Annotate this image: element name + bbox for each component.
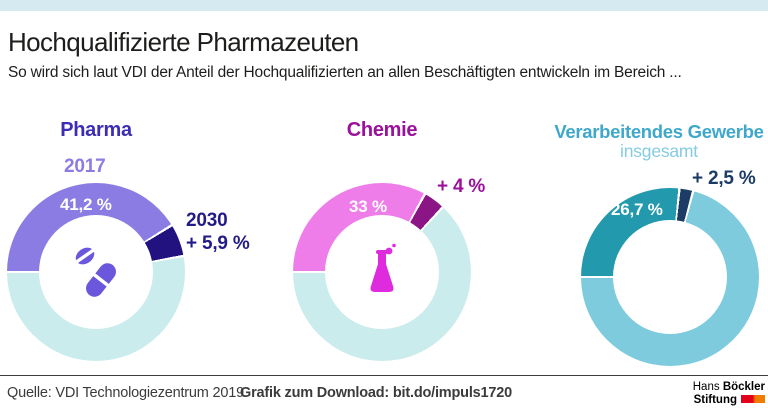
source-text: Quelle: VDI Technologiezentrum 2019	[7, 385, 244, 401]
donut-hole	[39, 215, 153, 329]
donut-chart-pharma	[7, 183, 185, 361]
logo-red-block	[741, 395, 765, 403]
increase-value-label: + 2,5 %	[692, 168, 756, 189]
chart-title-verarbeitendes-gewerbe: Verarbeitendes Gewerbe	[554, 121, 764, 142]
logo-boeckler: Böckler	[722, 381, 765, 393]
logo-line-2: Stiftung	[693, 394, 765, 407]
logo-line-1: Hans Böckler	[693, 381, 765, 394]
logo-stiftung: Stiftung	[693, 394, 737, 406]
donut-hole	[325, 215, 439, 329]
donut-hole	[613, 220, 727, 334]
segment-value-label: 33 %	[349, 197, 387, 216]
chart-title-pharma: Pharma	[60, 119, 132, 141]
segment-value-label: 41,2 %	[60, 195, 112, 214]
hans-boeckler-stiftung-logo: Hans Böckler Stiftung	[693, 381, 765, 407]
donut-chart-verarbeitendes-gewerbe	[581, 188, 759, 366]
pills-icon	[68, 242, 124, 303]
segment-value-label: 26,7 %	[611, 200, 663, 219]
flask-icon	[355, 242, 409, 303]
increase-value-label: + 4 %	[437, 176, 486, 197]
footer-divider	[0, 375, 768, 376]
increase-value-label: + 5,9 %	[186, 233, 250, 254]
year-start-label: 2017	[64, 156, 106, 177]
download-link-text: Grafik zum Download: bit.do/impuls1720	[240, 385, 512, 401]
year-end-label: 2030	[186, 210, 228, 231]
page-title: Hochqualifizierte Pharmazeuten	[8, 27, 359, 57]
chart-subtitle-insgesamt: insgesamt	[620, 141, 698, 161]
top-accent-bar	[0, 0, 768, 11]
page-subtitle: So wird sich laut VDI der Anteil der Hoc…	[8, 64, 682, 81]
logo-hans: Hans	[692, 381, 720, 393]
chart-title-chemie: Chemie	[346, 119, 418, 141]
donut-chart-chemie	[293, 183, 471, 361]
